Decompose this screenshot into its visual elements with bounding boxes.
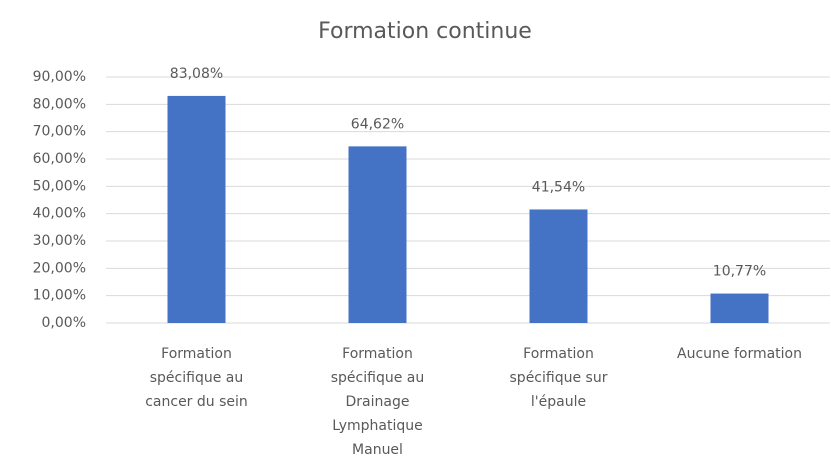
bar: [348, 146, 407, 323]
y-tick-label: 30,00%: [33, 233, 86, 249]
y-tick-label: 60,00%: [33, 151, 86, 167]
y-tick-label: 70,00%: [33, 124, 86, 140]
chart-title: Formation continue: [318, 19, 532, 44]
data-label: 64,62%: [351, 116, 404, 132]
x-tick-label: Aucune formation: [677, 346, 802, 362]
bar: [529, 209, 588, 323]
y-tick-label: 80,00%: [33, 96, 86, 112]
y-tick-label: 0,00%: [42, 315, 86, 331]
y-tick-label: 90,00%: [33, 69, 86, 85]
x-tick-label: Formation spécifique sur l'épaule: [509, 346, 608, 410]
y-tick-label: 40,00%: [33, 206, 86, 222]
bar: [710, 293, 769, 323]
y-tick-label: 20,00%: [33, 260, 86, 276]
y-tick-label: 10,00%: [33, 288, 86, 304]
data-label: 41,54%: [532, 179, 585, 195]
data-label: 10,77%: [713, 264, 766, 280]
y-tick-label: 50,00%: [33, 178, 86, 194]
bar: [167, 95, 226, 323]
x-tick-label: Formation spécifique au cancer du sein: [145, 346, 248, 410]
x-tick-label: Formation spécifique au Drainage Lymphat…: [330, 346, 425, 458]
data-label: 83,08%: [170, 66, 223, 82]
